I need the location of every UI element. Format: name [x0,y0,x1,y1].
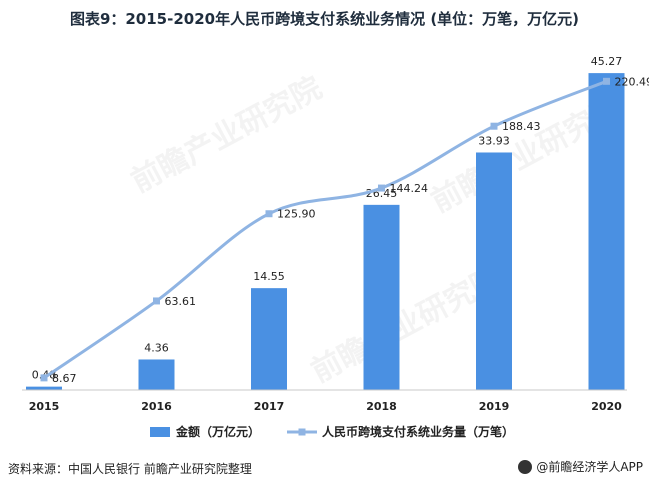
series-line [43,79,608,380]
bar-value-label: 33.93 [478,134,510,147]
bar-value-label: 4.36 [144,341,169,354]
bar [138,359,175,390]
legend-swatch-bar [150,427,170,437]
bar [363,204,400,390]
line-point [40,374,48,382]
line-value-label: 188.43 [502,120,541,133]
line-point [603,77,610,85]
bar-value-label: 14.55 [253,270,285,283]
legend-marker-line [298,428,306,436]
x-tick-label: 2015 [29,400,60,413]
bar [588,73,625,391]
line-point [153,297,160,305]
line-value-label: 63.61 [165,295,197,308]
bar-value-label: 45.27 [591,55,623,68]
x-tick-label: 2018 [366,400,397,413]
x-tick-label: 2020 [591,400,622,413]
line-point [490,122,498,130]
line-value-label: 220.49 [615,75,649,88]
line-point [265,210,273,218]
chart-title: 图表9：2015-2020年人民币跨境支付系统业务情况 (单位：万笔，万亿元) [69,10,580,28]
x-tick-label: 2017 [254,400,285,413]
legend-label-bar: 金额（万亿元） [175,424,260,439]
legend-label-line: 人民币跨境支付系统业务量（万笔） [322,424,514,439]
x-tick-label: 2019 [479,400,510,413]
line-series: 8.67 63.61 125.90 144.24 188.43 220.49 [40,75,649,385]
line-value-label: 125.90 [277,208,316,221]
x-axis: 2015 2016 2017 2018 2019 2020 [22,389,627,413]
brand-logo-icon [518,459,533,474]
bar [476,152,512,390]
line-point [378,184,385,192]
source-note: 资料来源：中国人民银行 前瞻产业研究院整理 [8,462,252,476]
x-tick-label: 2016 [141,400,172,413]
line-value-label: 8.67 [52,372,77,385]
bar [26,386,62,390]
brand-label: @前瞻经济学人APP [536,460,643,474]
brand-credit: @前瞻经济学人APP [518,458,643,475]
legend: 金额（万亿元） 人民币跨境支付系统业务量（万笔） [150,424,514,439]
line-value-label: 144.24 [390,182,429,195]
bar [251,288,287,390]
